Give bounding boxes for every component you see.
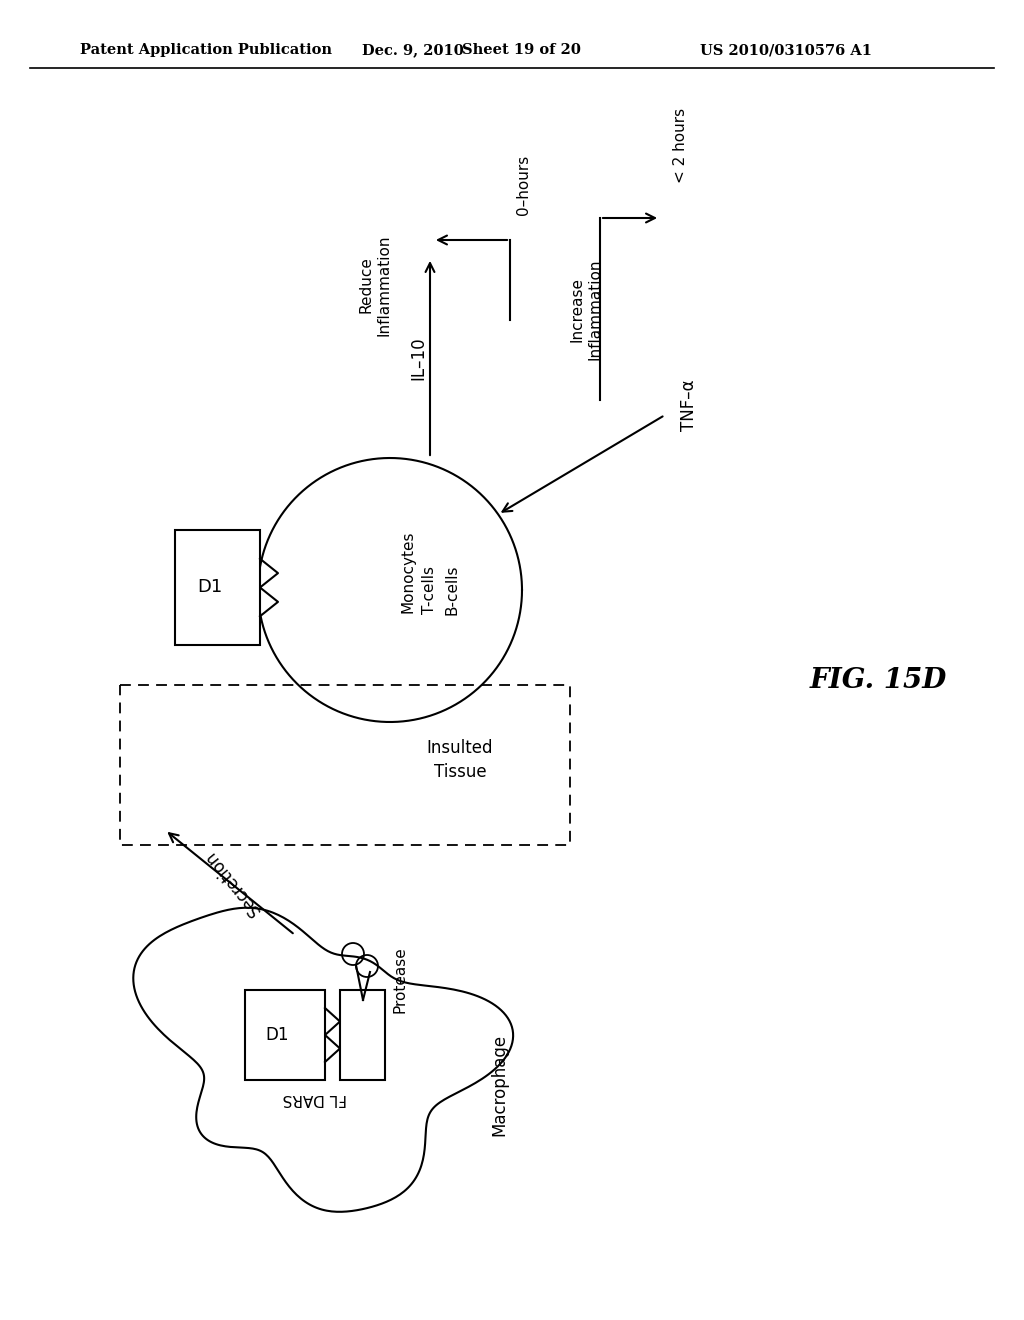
Bar xyxy=(175,531,260,645)
Bar xyxy=(245,990,325,1080)
Text: Sheet 19 of 20: Sheet 19 of 20 xyxy=(462,44,581,57)
Text: US 2010/0310576 A1: US 2010/0310576 A1 xyxy=(700,44,872,57)
Text: Patent Application Publication: Patent Application Publication xyxy=(80,44,332,57)
Text: B-cells: B-cells xyxy=(444,565,460,615)
Text: FIG. 15D: FIG. 15D xyxy=(810,667,947,693)
Text: Insulted
Tissue: Insulted Tissue xyxy=(427,739,494,781)
Text: Secretion: Secretion xyxy=(201,846,263,919)
Text: Increase
Inflammation: Increase Inflammation xyxy=(569,259,603,360)
Text: D1: D1 xyxy=(265,1026,289,1044)
Text: Monocytes: Monocytes xyxy=(400,531,416,614)
Text: Reduce
Inflammation: Reduce Inflammation xyxy=(358,234,392,335)
Text: Macrophage: Macrophage xyxy=(490,1034,508,1137)
Text: TNF–α: TNF–α xyxy=(680,379,698,430)
Bar xyxy=(340,990,385,1080)
Text: D1: D1 xyxy=(197,578,222,597)
Text: T-cells: T-cells xyxy=(423,566,437,614)
Text: FL DARS: FL DARS xyxy=(283,1090,347,1106)
Text: IL–10: IL–10 xyxy=(409,337,427,380)
Text: Protease: Protease xyxy=(393,946,408,1014)
Text: 0–hours: 0–hours xyxy=(516,154,531,215)
Text: < 2 hours: < 2 hours xyxy=(673,107,688,182)
Text: Dec. 9, 2010: Dec. 9, 2010 xyxy=(362,44,464,57)
Bar xyxy=(120,685,570,845)
